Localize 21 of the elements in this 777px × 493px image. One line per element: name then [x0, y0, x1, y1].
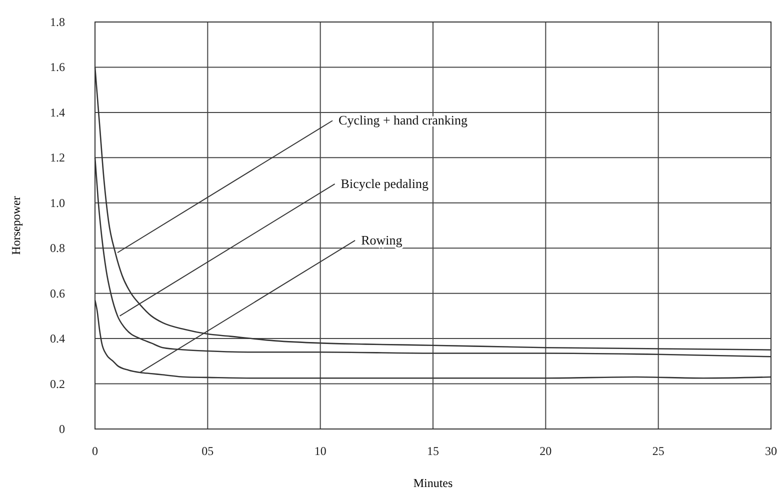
- annotation: Rowing: [361, 232, 403, 248]
- y-tick-label: 0: [59, 422, 65, 436]
- x-tick-label: 25: [652, 444, 664, 458]
- y-tick-label: 1.8: [50, 15, 65, 29]
- y-tick-label: 1.4: [50, 105, 65, 120]
- x-tick-label: 15: [427, 444, 439, 458]
- y-tick-label: 0.6: [50, 286, 65, 300]
- y-tick-label: 0.8: [50, 241, 65, 256]
- x-axis-title: Minutes: [413, 476, 453, 490]
- y-tick-label: 1.6: [50, 60, 65, 74]
- y-axis-title: Horsepower: [9, 196, 23, 255]
- y-tick-label: 1.0: [50, 196, 65, 210]
- x-tick-label: 10: [314, 444, 326, 458]
- y-tick-label: 0.4: [50, 332, 65, 346]
- annotation: Bicycle pedaling: [340, 176, 430, 191]
- x-tick-label: 20: [540, 444, 552, 458]
- y-tick-label: 1.2: [50, 150, 65, 165]
- x-tick-label: 30: [765, 444, 777, 458]
- x-tick-label: 05: [202, 444, 214, 458]
- x-tick-label: 0: [92, 444, 98, 458]
- y-tick-label: 0.2: [50, 376, 65, 391]
